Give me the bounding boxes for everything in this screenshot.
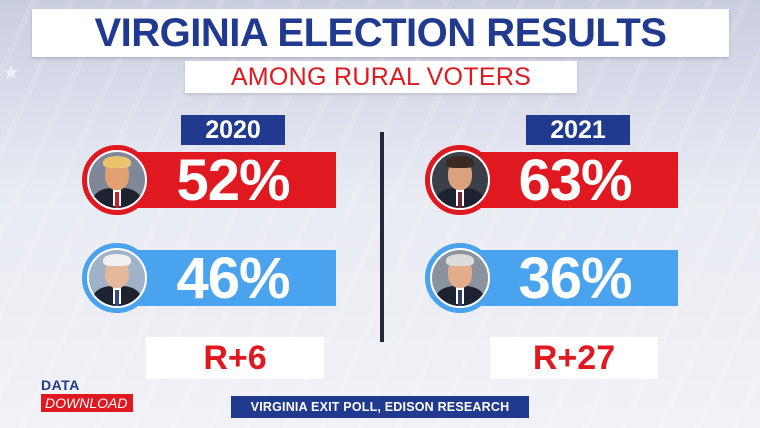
candidate-photo-icon xyxy=(432,152,488,208)
title-banner: VIRGINIA ELECTION RESULTS xyxy=(32,9,729,57)
result-bar-2020-republican: 52% xyxy=(130,148,336,213)
result-bar-2021-republican: 63% xyxy=(472,148,678,213)
page-subtitle: AMONG RURAL VOTERS xyxy=(230,62,532,91)
source-caption: VIRGINIA EXIT POLL, EDISON RESEARCH xyxy=(231,396,529,418)
candidate-photo-icon xyxy=(89,250,145,306)
candidate-avatar-2020-republican xyxy=(82,145,152,215)
candidate-photo-icon xyxy=(89,152,145,208)
candidate-avatar-2020-democrat xyxy=(82,243,152,313)
result-bar-2021-democrat: 36% xyxy=(472,246,678,311)
data-download-logo: DATA DOWNLOAD xyxy=(41,377,134,413)
page-title: VIRGINIA ELECTION RESULTS xyxy=(94,10,667,55)
candidate-avatar-2021-republican xyxy=(425,145,495,215)
subtitle-banner: AMONG RURAL VOTERS xyxy=(185,61,577,93)
margin-badge-2020: R+6 xyxy=(146,337,324,379)
logo-line-download: DOWNLOAD xyxy=(41,394,134,412)
candidate-avatar-2021-democrat xyxy=(425,243,495,313)
year-label-2021: 2021 xyxy=(526,115,630,145)
candidate-photo-icon xyxy=(432,250,488,306)
result-bar-2020-democrat: 46% xyxy=(130,246,336,311)
margin-badge-2021: R+27 xyxy=(490,337,658,379)
panel-divider xyxy=(380,132,384,342)
year-label-2020: 2020 xyxy=(181,115,285,145)
star-icon: ★ xyxy=(2,62,20,84)
logo-line-data: DATA xyxy=(41,377,80,393)
